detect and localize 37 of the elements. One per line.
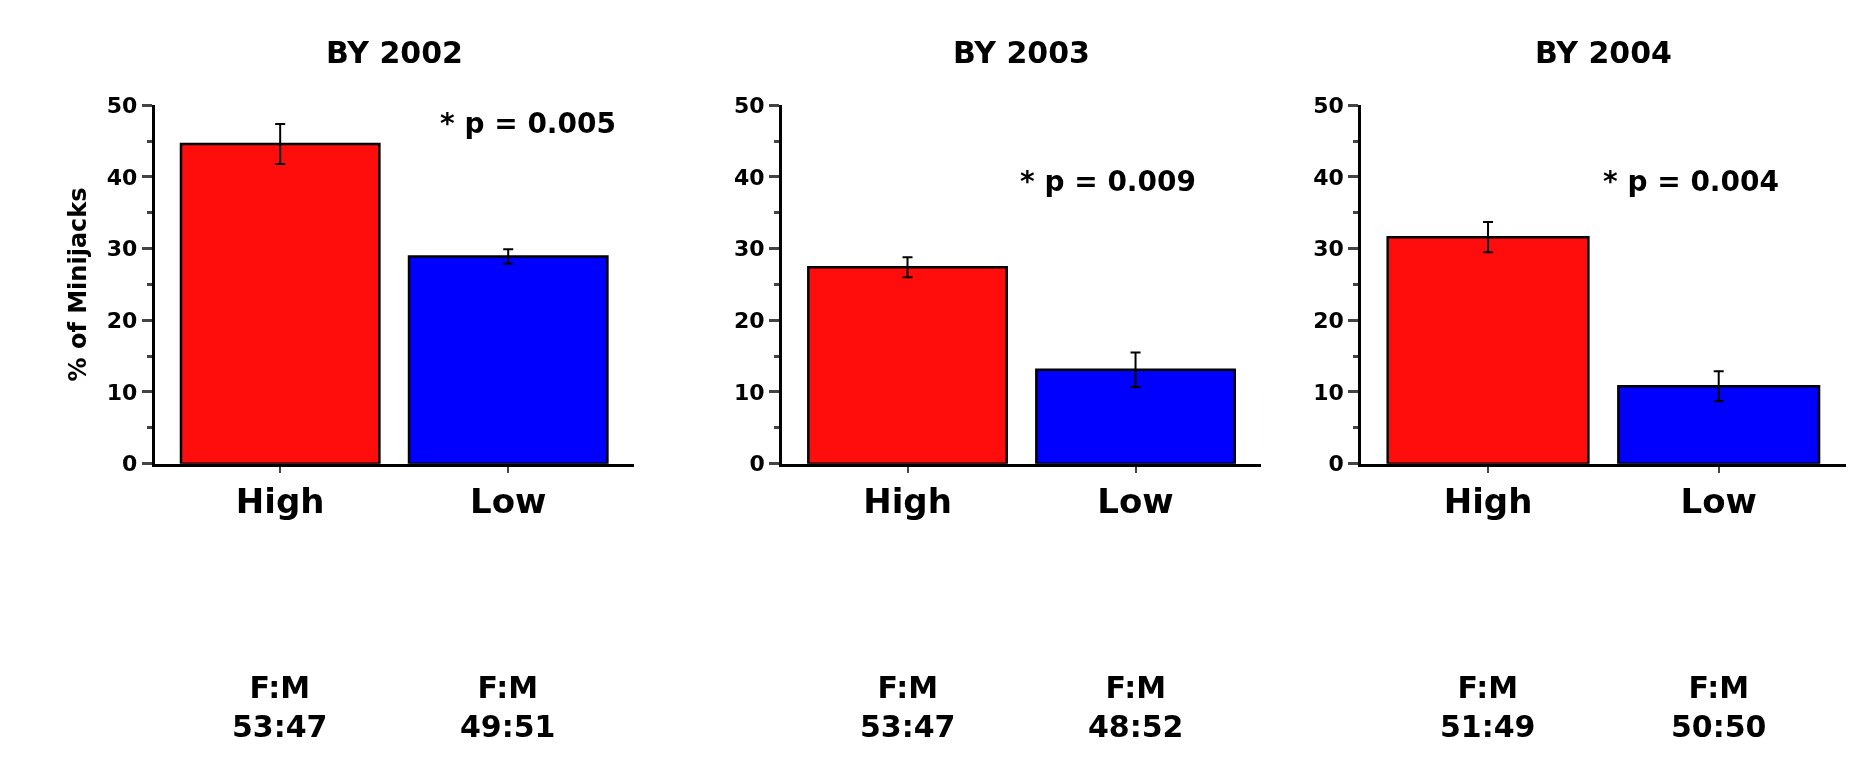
x-tick-label: High bbox=[863, 481, 952, 522]
text: F:M 50:50 bbox=[1671, 670, 1767, 744]
y-tick-label: 40 bbox=[1313, 164, 1344, 190]
y-tick-label: 20 bbox=[734, 307, 765, 333]
y-tick-label: 30 bbox=[734, 236, 765, 262]
x-tick-label: Low bbox=[1680, 481, 1757, 522]
y-tick-label: 30 bbox=[106, 236, 138, 262]
y-tick-label: 0 bbox=[122, 451, 138, 477]
y-tick-label: 50 bbox=[106, 92, 138, 118]
y-tick-label: 40 bbox=[106, 164, 138, 190]
y-tick-label: 10 bbox=[106, 379, 138, 405]
y-tick-label: 0 bbox=[749, 451, 765, 477]
text: F:M 53:47 bbox=[860, 670, 956, 744]
x-tick-label: High bbox=[1443, 481, 1533, 522]
y-tick-label: 50 bbox=[734, 92, 765, 118]
y-tick-label: 20 bbox=[106, 307, 138, 333]
y-tick-label: 50 bbox=[1313, 92, 1344, 118]
x-tick-label: High bbox=[235, 481, 325, 522]
annotation: * p = 0.009 bbox=[1020, 165, 1196, 198]
y-tick-label: 30 bbox=[1313, 236, 1344, 262]
chart-title: BY 2004 bbox=[1535, 35, 1672, 70]
chart-title: BY 2002 bbox=[326, 35, 463, 70]
chart-title: BY 2003 bbox=[953, 35, 1090, 70]
text: F:M 53:47 bbox=[232, 670, 328, 744]
y-axis-title: % of Minijacks bbox=[63, 187, 92, 382]
y-tick-label: 0 bbox=[1328, 451, 1344, 477]
y-tick-label: 40 bbox=[734, 164, 765, 190]
text: F:M 48:52 bbox=[1088, 670, 1184, 744]
x-tick-label: Low bbox=[1097, 481, 1174, 522]
annotation: * p = 0.005 bbox=[440, 107, 616, 140]
y-tick-label: 10 bbox=[734, 379, 765, 405]
y-tick-label: 20 bbox=[1313, 307, 1344, 333]
text: F:M 49:51 bbox=[460, 670, 556, 744]
annotation: * p = 0.004 bbox=[1603, 165, 1779, 198]
text: F:M 51:49 bbox=[1440, 670, 1536, 744]
y-tick-label: 10 bbox=[1313, 379, 1344, 405]
x-tick-label: Low bbox=[469, 481, 547, 522]
